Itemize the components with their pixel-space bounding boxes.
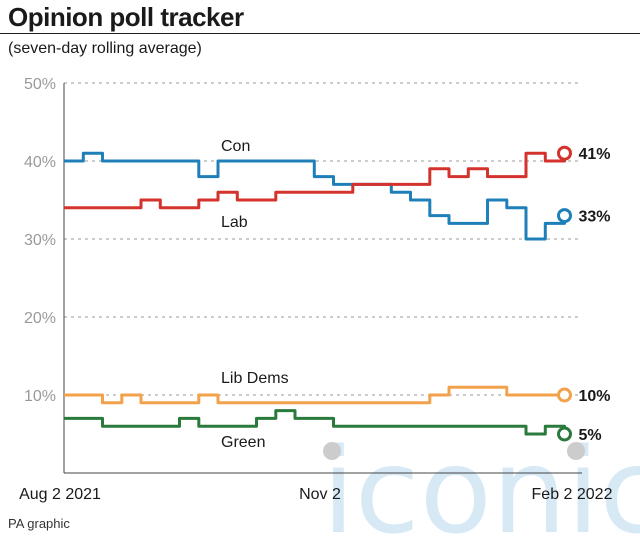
end-marker	[557, 145, 572, 161]
credit: PA graphic	[8, 516, 70, 531]
watermark-dot	[323, 442, 341, 460]
end-marker	[557, 426, 572, 442]
x-tick-label: Aug 2 2021	[19, 486, 101, 503]
series-end-value-label: 10%	[579, 388, 611, 405]
chart-title: Opinion poll tracker	[8, 2, 244, 32]
series-line-green	[64, 409, 566, 436]
x-tick-labels: Aug 2 2021 Nov 2 Feb 2 2022	[19, 486, 613, 503]
end-marker	[557, 208, 572, 224]
end-marker	[557, 387, 572, 403]
watermark-dot	[567, 442, 585, 460]
series-end-value-label: 33%	[579, 209, 611, 226]
watermark-text: iconic	[322, 422, 640, 538]
y-tick-label: 20%	[24, 310, 56, 327]
series-name-label: Lib Dems	[221, 370, 289, 387]
series-end-value-label: 41%	[579, 146, 611, 163]
title-rule	[0, 33, 640, 34]
chart-subtitle: (seven-day rolling average)	[8, 40, 202, 57]
series-name-label: Con	[221, 138, 250, 155]
y-tick-labels: 10% 20% 30% 40% 50%	[24, 76, 56, 405]
axes	[63, 83, 582, 474]
y-tick-label: 40%	[24, 154, 56, 171]
y-tick-label: 30%	[24, 232, 56, 249]
series-name-label: Lab	[221, 214, 248, 231]
series-end-value-label: 5%	[579, 427, 602, 444]
series-labels: Con 33% Lab 41% Lib Dems 10% Green 5%	[221, 138, 611, 451]
series-line-con	[64, 151, 566, 241]
y-tick-label: 50%	[24, 76, 56, 93]
y-tick-label: 10%	[24, 388, 56, 405]
x-tick-label: Nov 2	[299, 486, 341, 503]
series-line-lab	[64, 151, 566, 210]
series-lines	[64, 145, 572, 442]
iconic-watermark: iconic	[322, 422, 640, 538]
series-line-lib-dems	[64, 385, 565, 405]
x-tick-label: Feb 2 2022	[532, 486, 613, 503]
grid-lines	[64, 82, 582, 396]
series-name-label: Green	[221, 434, 265, 451]
